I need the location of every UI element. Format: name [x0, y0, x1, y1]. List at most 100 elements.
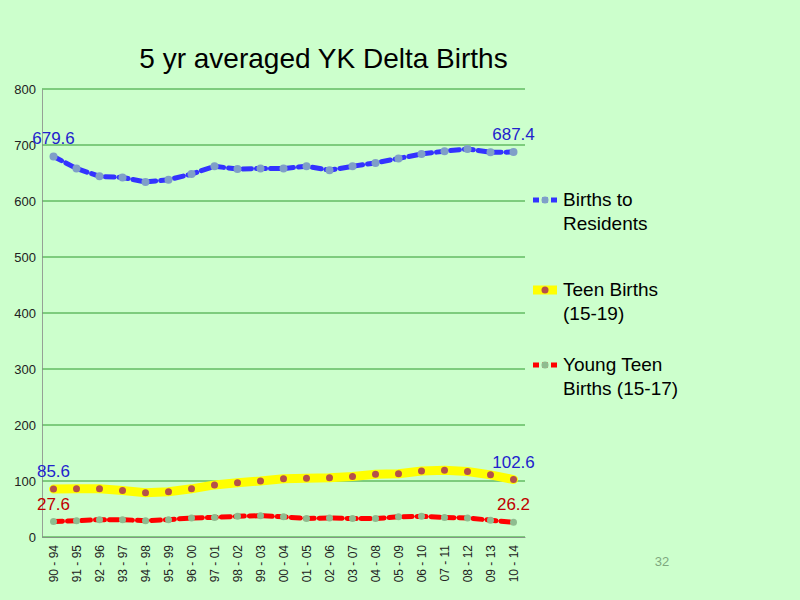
data-point [96, 172, 104, 180]
y-tick: 200 [14, 418, 42, 433]
plot-area [50, 145, 518, 526]
x-tick: 95 - 99 [162, 537, 176, 582]
legend-marker [542, 197, 549, 204]
data-point [211, 514, 218, 521]
legend-label: Births toResidents [563, 189, 648, 234]
x-tick-label: 90 - 94 [47, 545, 61, 583]
data-point [372, 159, 380, 167]
legend: Births toResidents Teen Births(15-19) Youn… [533, 189, 678, 399]
x-tick-label: 98 - 02 [231, 545, 245, 583]
x-tick: 09 - 13 [484, 537, 498, 582]
data-point [372, 515, 379, 522]
x-tick: 03 - 07 [346, 537, 360, 582]
y-tick: 300 [14, 362, 42, 377]
y-tick: 600 [14, 194, 42, 209]
y-tick-label: 800 [14, 82, 36, 97]
legend-item: Young TeenBirths (15-17) [533, 354, 678, 399]
data-point [464, 514, 471, 521]
x-tick: 90 - 94 [47, 537, 61, 582]
legend-swatch [533, 363, 557, 368]
data-point [188, 485, 195, 492]
x-tick-label: 10 - 14 [507, 545, 521, 583]
data-point [418, 467, 425, 474]
x-axis: 90 - 9491 - 9592 - 9693 - 9794 - 9895 - … [43, 537, 526, 582]
x-tick-label: 95 - 99 [162, 545, 176, 583]
value-labels: 679.6687.485.6102.627.626.2 [32, 125, 535, 514]
grid-line [42, 89, 525, 90]
legend-swatch [533, 198, 557, 203]
x-tick: 05 - 09 [392, 537, 406, 582]
x-tick: 92 - 96 [93, 537, 107, 582]
x-tick-label: 96 - 00 [185, 545, 199, 583]
data-point [165, 516, 172, 523]
x-axis-line [43, 537, 526, 538]
x-tick: 10 - 14 [507, 537, 521, 582]
data-point [326, 474, 333, 481]
data-point [280, 165, 288, 173]
grid-line [42, 145, 525, 146]
data-point [441, 147, 449, 155]
x-tick-label: 92 - 96 [93, 545, 107, 583]
x-tick: 94 - 98 [139, 537, 153, 582]
data-point [119, 487, 126, 494]
data-point [165, 488, 172, 495]
grid-line [42, 537, 525, 538]
x-tick: 07 - 11 [438, 537, 452, 581]
data-point [395, 154, 403, 162]
legend-marker [542, 287, 549, 294]
x-tick-label: 01 - 05 [300, 545, 314, 583]
data-point [96, 485, 103, 492]
x-tick-label: 09 - 13 [484, 545, 498, 583]
legend-swatch [533, 286, 557, 295]
data-label: 679.6 [32, 129, 75, 148]
data-point [188, 170, 196, 178]
data-point [119, 173, 127, 181]
background [0, 0, 800, 600]
data-point [142, 489, 149, 496]
data-point [510, 476, 517, 483]
x-tick-label: 94 - 98 [139, 545, 153, 583]
legend-marker [542, 362, 549, 369]
legend-label: Young TeenBirths (15-17) [563, 354, 678, 399]
data-point [487, 471, 494, 478]
x-tick: 06 - 10 [415, 537, 429, 582]
data-label: 27.6 [37, 495, 70, 514]
x-tick-label: 07 - 11 [438, 545, 452, 582]
y-tick-label: 200 [14, 418, 36, 433]
legend-item: Teen Births(15-19) [533, 279, 658, 324]
legend-label: Teen Births(15-19) [563, 279, 658, 324]
grid [42, 89, 525, 537]
x-tick-label: 03 - 07 [346, 545, 360, 583]
data-point [395, 513, 402, 520]
data-point [211, 162, 219, 170]
x-tick: 96 - 00 [185, 537, 199, 582]
data-point [73, 485, 80, 492]
x-tick-label: 99 - 03 [254, 545, 268, 583]
data-point [50, 518, 57, 525]
data-point [73, 517, 80, 524]
data-point [211, 481, 218, 488]
y-tick-label: 500 [14, 250, 36, 265]
grid-line [42, 201, 525, 202]
y-tick-label: 400 [14, 306, 36, 321]
data-label: 26.2 [497, 495, 530, 514]
y-tick: 400 [14, 306, 42, 321]
data-point [165, 176, 173, 184]
data-point [349, 473, 356, 480]
x-tick: 04 - 08 [369, 537, 383, 582]
data-point [234, 165, 242, 173]
x-tick-label: 91 - 95 [70, 545, 84, 583]
x-tick-label: 08 - 12 [461, 545, 475, 583]
data-point [280, 475, 287, 482]
series-markers [50, 145, 518, 186]
x-tick: 00 - 04 [277, 537, 291, 582]
data-point [188, 514, 195, 521]
x-tick-label: 02 - 06 [323, 545, 337, 583]
x-tick-label: 97 - 01 [208, 545, 222, 583]
data-point [464, 468, 471, 475]
data-point [395, 470, 402, 477]
data-point [303, 475, 310, 482]
x-tick: 97 - 01 [208, 537, 222, 582]
data-point [280, 513, 287, 520]
data-point [142, 517, 149, 524]
